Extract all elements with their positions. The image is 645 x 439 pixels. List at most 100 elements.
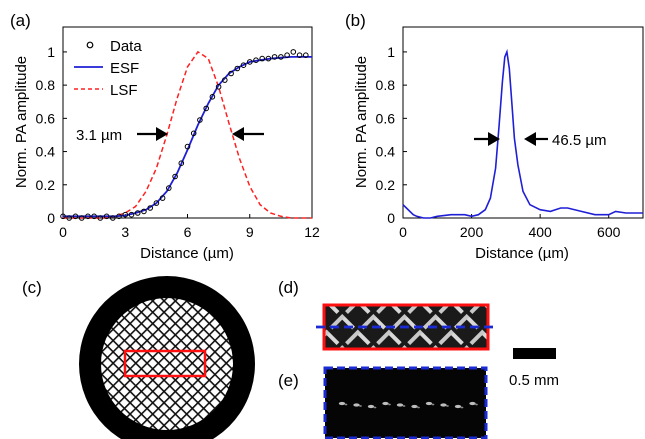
pa-profile-series [402,48,643,219]
panel-a-label: (a) [10,11,31,30]
data-point [153,200,160,206]
x-tick-label: 6 [184,224,192,240]
data-point [134,210,141,216]
signal-spot [411,404,418,409]
y-tick-label: 0.2 [376,177,396,193]
fwhm-label-a: 3.1 µm [76,127,122,144]
y-tick-label: 0.6 [36,110,56,126]
panel-a-plot-frame [62,26,313,219]
data-point [209,94,216,100]
x-tick-label: 400 [528,224,552,240]
data-point [147,205,153,211]
panel-a-legend: Data ESF LSF [74,38,142,99]
data-point [66,215,72,221]
data-point [247,59,253,65]
signal-spot [454,404,462,409]
fwhm-b-arrow-left-head [488,132,500,146]
pa-profile-line [402,48,643,219]
data-point [228,70,234,77]
y-tick-label: 1 [387,44,395,60]
fwhm-annotation-a: 3.1 µm [76,127,264,144]
signal-spot [367,404,375,409]
region-of-interest-box [123,349,207,378]
signal-spot [382,401,389,406]
y-tick-label: 0.4 [376,144,396,160]
panel-a-ticks: 0 3 6 9 12 0 0.2 0.4 0.6 0.8 1 [36,44,320,240]
data-point [265,55,272,62]
panel-b-label: (b) [345,11,366,30]
scale-bar-rect [513,348,556,359]
panel-b-ticks: 0 200 400 600 0 0.2 0.4 0.6 0.8 1 [376,44,621,240]
x-tick-label: 0 [59,224,67,240]
pa-bscan-image [323,366,488,439]
scale-bar: 0.5 mm [509,348,559,389]
y-tick-label: 0.8 [376,77,396,93]
signal-spot [469,401,476,406]
data-point [296,52,303,59]
data-point [141,208,147,215]
panel-a-ylabel: Norm. PA amplitude [13,56,30,188]
bscan-signal-spots [338,401,478,409]
y-tick-label: 0.8 [36,77,56,93]
scale-bar-label: 0.5 mm [509,372,559,389]
fwhm-annotation-b: 46.5 µm [474,132,607,149]
panel-a: (a) 0 3 6 9 12 0 0.2 0.4 0.6 0.8 1 Data ESF LSF 3.… [10,11,320,262]
data-point [116,213,122,220]
panel-d: (d) [278,278,496,351]
data-point [60,213,66,220]
data-point [85,213,91,220]
x-tick-label: 12 [304,224,320,240]
signal-spot-minor [388,403,391,406]
signal-spot [440,403,447,407]
legend-data-marker [86,41,94,49]
panel-e: (e) [278,366,488,439]
panel-c-label: (c) [22,278,42,297]
signal-spot [338,401,346,406]
data-point [203,105,209,112]
signal-spot [353,403,360,407]
data-point [215,84,222,90]
data-point [128,211,135,218]
data-point [110,215,116,221]
panel-a-xlabel: Distance (µm) [140,245,234,262]
x-tick-label: 0 [399,224,407,240]
fwhm-label-b: 46.5 µm [552,132,607,149]
x-tick-label: 600 [597,224,621,240]
data-point [178,160,185,166]
signal-spot-minor [359,405,362,407]
data-point [78,215,85,221]
signal-spot-minor [373,406,377,409]
data-point [122,211,129,218]
data-point [166,185,172,191]
data-point [253,57,259,64]
panel-b: (b) 0 200 400 600 0 0.2 0.4 0.6 0.8 1 46.5 µm Dis… [345,11,644,262]
signal-spot-minor [344,403,348,406]
panel-d-label: (d) [278,278,299,297]
panel-b-plot-frame [402,26,644,219]
fwhm-b-arrow-right-head [524,132,536,146]
panel-c: (c) [22,276,255,439]
panel-b-xlabel: Distance (µm) [475,245,569,262]
y-tick-label: 0 [387,210,395,226]
data-point [303,52,309,59]
legend-lsf-label: LSF [110,82,138,99]
data-series [60,49,309,221]
signal-spot [396,403,404,407]
signal-spot-minor [475,403,478,406]
data-point [259,55,266,62]
data-point [72,213,79,220]
data-point [197,117,203,123]
data-point [159,195,166,201]
data-point [184,143,191,150]
data-point [290,49,297,55]
legend-data-label: Data [110,38,142,55]
fwhm-arrow-right-head [232,127,244,141]
legend-esf-label: ESF [110,60,139,77]
signal-spot-minor [431,403,435,406]
data-point [222,77,228,83]
x-tick-label: 200 [460,224,484,240]
y-tick-label: 0.6 [376,110,396,126]
signal-spot-minor [402,405,406,407]
y-tick-label: 0.4 [36,144,56,160]
data-point [97,215,104,221]
